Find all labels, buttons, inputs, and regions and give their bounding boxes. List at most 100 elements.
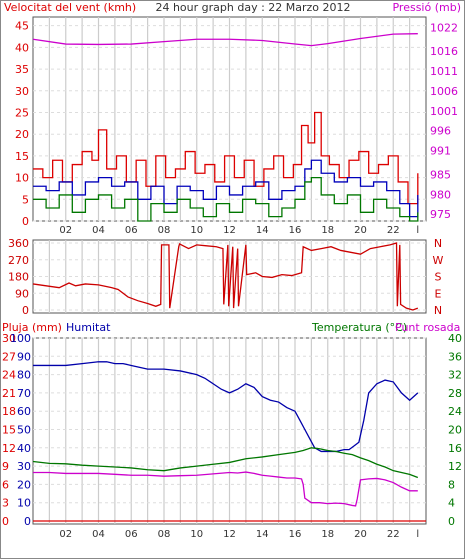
x-tick-label: 02 — [59, 225, 72, 236]
rain-tick-label: 21 — [2, 387, 16, 400]
x-tick-label: 18 — [321, 529, 334, 540]
pressure-tick-label: 1011 — [430, 65, 458, 78]
rain-tick-label: 3 — [2, 497, 9, 510]
x-tick-label: 14 — [256, 529, 269, 540]
x-tick-label: 20 — [354, 529, 367, 540]
temperature-tick-label: 16 — [448, 442, 462, 455]
x-tick-label: 10 — [190, 529, 203, 540]
wind-y-ticks: 0 5 10 15 20 25 30 35 40 45 — [15, 20, 29, 228]
wind-tick-label: 40 — [15, 41, 29, 54]
direction-tick-label: 270 — [8, 254, 29, 267]
weather-series — [32, 361, 426, 522]
pressure-tick-label: 985 — [430, 168, 451, 181]
rain-humidity-y-ticks: 0 3 6 9 12 15 18 21 24 27 30 0 10 20 30 40 50 60 70 80 90 100 — [2, 332, 31, 528]
x-tick-label: 16 — [289, 225, 302, 236]
wind-tick-label: 30 — [15, 85, 29, 98]
temperature-tick-label: 36 — [448, 350, 462, 363]
rain-tick-label: 27 — [2, 350, 16, 363]
rain-tick-label: 30 — [2, 332, 16, 345]
wind-tick-label: 5 — [22, 193, 29, 206]
wind-tick-label: 15 — [15, 150, 29, 163]
direction-tick-label: 0 — [22, 304, 29, 317]
humidity-tick-label: 50 — [17, 424, 31, 437]
x-tick-label: 20 — [354, 225, 367, 236]
direction-tick-label: 180 — [8, 271, 29, 284]
compass-tick-label: N — [434, 237, 442, 250]
direction-grid — [33, 240, 426, 313]
pressure-y-ticks: 975 980 985 991 996 1001 1006 1011 1016 1022 — [430, 21, 458, 221]
humidity-tick-label: 90 — [17, 350, 31, 363]
chart-title: 24 hour graph day : 22 Marzo 2012 — [155, 1, 350, 14]
x-tick-label: 12 — [223, 225, 236, 236]
temperature-tick-label: 12 — [448, 460, 462, 473]
pressure-tick-label: 1001 — [430, 105, 458, 118]
temperature-tick-label: 32 — [448, 369, 462, 382]
pressure-axis-label: Pressió (mb) — [392, 1, 461, 14]
weather-grid — [33, 337, 426, 524]
direction-y-ticks: 360 270 180 90 0 — [8, 237, 29, 317]
humidity-tick-label: 70 — [17, 387, 31, 400]
rain-tick-label: 15 — [2, 424, 16, 437]
rain-axis-label: Pluja (mm) — [2, 321, 62, 334]
x-tick-label: 04 — [92, 225, 105, 236]
compass-tick-label: W — [433, 254, 444, 267]
compass-tick-label: E — [435, 287, 442, 300]
x-tick-label: 08 — [158, 225, 171, 236]
x-tick-label: 14 — [256, 225, 269, 236]
pressure-tick-label: 996 — [430, 125, 451, 138]
rain-tick-label: 9 — [2, 460, 9, 473]
humidity-tick-label: 100 — [10, 332, 31, 345]
x-tick-label: 04 — [92, 529, 105, 540]
compass-tick-label: N — [434, 304, 442, 317]
wind-series — [32, 33, 419, 222]
x-tick-label: 02 — [59, 529, 72, 540]
pressure-tick-label: 1016 — [430, 45, 458, 58]
pressure-tick-label: 980 — [430, 188, 451, 201]
temperature-y-ticks: 0 4 8 12 16 20 24 28 32 36 40 — [448, 332, 462, 528]
humidity-tick-label: 60 — [17, 405, 31, 418]
temperature-tick-label: 8 — [448, 478, 455, 491]
temperature-tick-label: 4 — [448, 497, 455, 510]
wind-tick-label: 0 — [22, 215, 29, 228]
x-tick-label: 16 — [289, 529, 302, 540]
humidity-tick-label: 30 — [17, 460, 31, 473]
x-tick-label: 06 — [125, 529, 138, 540]
series-line — [32, 33, 418, 47]
rain-tick-label: 18 — [2, 405, 16, 418]
wind-tick-label: 10 — [15, 172, 29, 185]
x-tick-label: 06 — [125, 225, 138, 236]
pressure-tick-label: 1022 — [430, 21, 458, 34]
rain-tick-label: 24 — [2, 369, 16, 382]
weather-line — [32, 447, 419, 479]
rain-tick-label: 0 — [2, 515, 9, 528]
series-line — [33, 176, 419, 222]
humidity-axis-label: Humitat — [66, 321, 111, 334]
direction-line — [32, 242, 419, 311]
x-tick-label: 22 — [387, 225, 400, 236]
temperature-tick-label: 0 — [448, 515, 455, 528]
x-tick-label: 12 — [223, 529, 236, 540]
wind-tick-label: 35 — [15, 63, 29, 76]
pressure-tick-label: 991 — [430, 145, 451, 158]
humidity-tick-label: 40 — [17, 442, 31, 455]
temperature-tick-label: 24 — [448, 405, 462, 418]
wind-axis-label: Velocitat del vent (kmh) — [4, 1, 136, 14]
weather-line — [33, 361, 419, 453]
x-tick-label: l — [416, 529, 419, 540]
humidity-tick-label: 20 — [17, 478, 31, 491]
temperature-tick-label: 20 — [448, 424, 462, 437]
wind-tick-label: 25 — [15, 106, 29, 119]
temperature-axis-label: Temperatura (°C) — [311, 321, 407, 334]
temperature-tick-label: 40 — [448, 332, 462, 345]
series-line — [33, 159, 419, 218]
x-tick-label: 22 — [387, 529, 400, 540]
direction-series — [32, 242, 419, 311]
x-tick-label: l — [416, 225, 419, 236]
humidity-tick-label: 0 — [24, 515, 31, 528]
compass-tick-label: S — [435, 271, 442, 284]
dew-point-axis-label: Punt rosada — [395, 321, 460, 334]
wind-x-ticks: 02 04 06 08 10 12 14 16 18 20 22 l — [59, 225, 419, 236]
x-tick-label: 08 — [158, 529, 171, 540]
